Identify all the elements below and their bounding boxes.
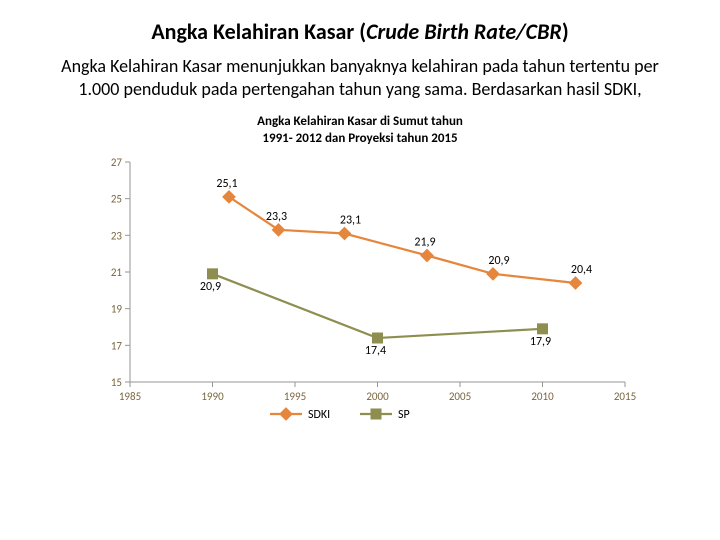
page-subtitle: Angka Kelahiran Kasar menunjukkan banyak…: [48, 55, 672, 100]
data-label: 20,9: [488, 254, 509, 268]
y-tick-label: 17: [111, 339, 123, 352]
chart-caption: Angka Kelahiran Kasar di Sumut tahun 199…: [30, 114, 690, 148]
x-tick-label: 1995: [284, 390, 306, 403]
marker-diamond: [223, 190, 235, 202]
data-label: 21,9: [414, 235, 435, 249]
chart-caption-line2: 1991- 2012 dan Proyeksi tahun 2015: [30, 131, 690, 148]
series-line-sp: [213, 274, 543, 338]
data-label: 23,1: [340, 213, 361, 227]
x-tick-label: 1990: [201, 390, 224, 403]
y-tick-label: 23: [111, 229, 123, 242]
x-tick-label: 2000: [366, 390, 389, 403]
y-tick-label: 21: [111, 266, 123, 279]
y-tick-label: 25: [111, 192, 122, 205]
x-tick-label: 2015: [614, 390, 636, 403]
marker-square: [538, 324, 548, 334]
marker-square: [208, 269, 218, 279]
data-label: 20,4: [571, 263, 592, 277]
data-label: 23,3: [266, 210, 287, 224]
legend-label: SP: [398, 408, 410, 422]
y-tick-label: 19: [111, 302, 123, 315]
marker-diamond: [338, 227, 350, 239]
data-label: 17,4: [365, 344, 386, 358]
x-tick-label: 2005: [449, 390, 471, 403]
page-title: Angka Kelahiran Kasar (Crude Birth Rate/…: [70, 18, 650, 45]
x-tick-label: 2010: [531, 390, 554, 403]
chart-svg: 15 17 19 21 23 25 27 1985 1990 1995 2000 2005 2010 20…: [80, 152, 640, 432]
chart-caption-line1: Angka Kelahiran Kasar di Sumut tahun: [30, 114, 690, 131]
marker-diamond: [280, 408, 292, 420]
marker-diamond: [421, 249, 433, 261]
x-tick-label: 1985: [119, 390, 141, 403]
marker-square: [371, 409, 381, 419]
legend-label: SDKI: [308, 408, 330, 422]
y-tick-label: 27: [111, 156, 123, 169]
y-tick-label: 15: [111, 376, 122, 389]
line-chart: 15 17 19 21 23 25 27 1985 1990 1995 2000 2005 2010 20…: [80, 152, 640, 432]
data-label: 20,9: [200, 280, 221, 294]
title-text-plain: Angka Kelahiran Kasar (: [151, 18, 366, 45]
data-label: 17,9: [530, 335, 551, 349]
data-label: 25,1: [216, 177, 237, 191]
marker-diamond: [487, 267, 499, 279]
title-text-close: ): [562, 18, 569, 45]
title-text-italic: Crude Birth Rate/CBR: [366, 18, 562, 45]
marker-square: [373, 333, 383, 343]
marker-diamond: [272, 223, 284, 235]
marker-diamond: [569, 277, 581, 289]
